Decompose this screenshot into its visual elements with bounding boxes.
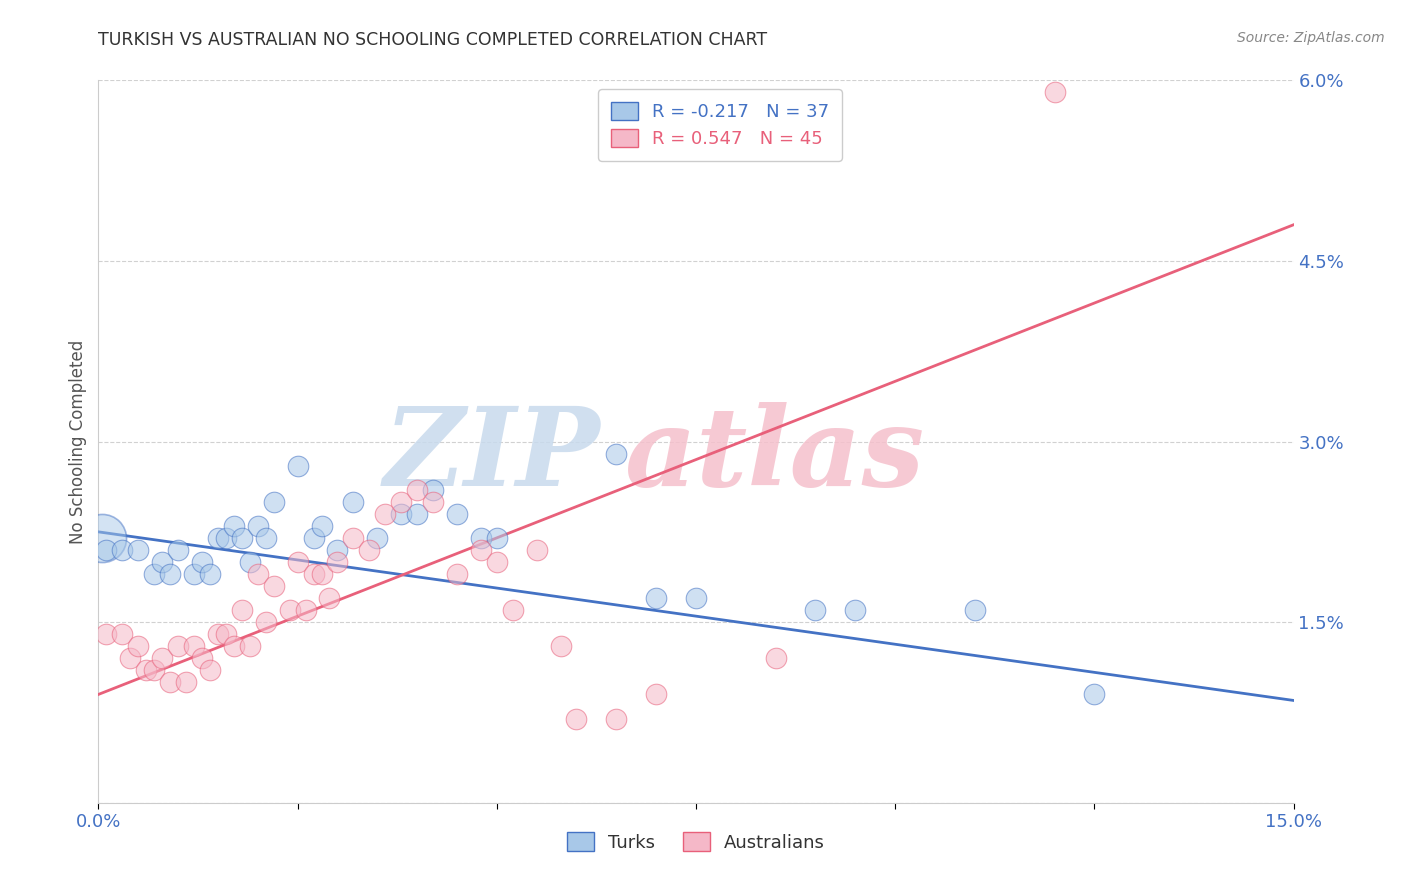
Point: [239, 555, 262, 569]
Point: [406, 483, 429, 497]
Point: [406, 507, 429, 521]
Point: [446, 567, 468, 582]
Point: [605, 446, 627, 460]
Point: [246, 567, 269, 582]
Text: atlas: atlas: [624, 402, 925, 509]
Point: [222, 518, 245, 533]
Point: [254, 531, 277, 545]
Point: [96, 542, 118, 557]
Point: [342, 494, 364, 508]
Point: [1083, 687, 1105, 701]
Point: [246, 518, 269, 533]
Point: [159, 567, 181, 582]
Point: [422, 494, 444, 508]
Point: [191, 651, 214, 665]
Point: [342, 531, 364, 545]
Point: [135, 664, 157, 678]
Point: [198, 567, 221, 582]
Point: [302, 567, 325, 582]
Point: [963, 603, 986, 617]
Point: [311, 518, 333, 533]
Legend: Turks, Australians: Turks, Australians: [560, 825, 832, 859]
Point: [446, 507, 468, 521]
Point: [183, 639, 205, 653]
Point: [502, 603, 524, 617]
Point: [207, 627, 229, 641]
Point: [765, 651, 787, 665]
Point: [470, 542, 492, 557]
Point: [207, 531, 229, 545]
Point: [326, 542, 349, 557]
Point: [366, 531, 388, 545]
Point: [231, 531, 253, 545]
Point: [254, 615, 277, 630]
Point: [111, 542, 134, 557]
Point: [422, 483, 444, 497]
Point: [143, 567, 166, 582]
Point: [167, 542, 190, 557]
Point: [605, 712, 627, 726]
Text: Source: ZipAtlas.com: Source: ZipAtlas.com: [1237, 31, 1385, 45]
Text: TURKISH VS AUSTRALIAN NO SCHOOLING COMPLETED CORRELATION CHART: TURKISH VS AUSTRALIAN NO SCHOOLING COMPL…: [98, 31, 768, 49]
Point: [183, 567, 205, 582]
Point: [302, 531, 325, 545]
Point: [485, 555, 508, 569]
Point: [526, 542, 548, 557]
Point: [565, 712, 588, 726]
Point: [96, 627, 118, 641]
Point: [1043, 86, 1066, 100]
Point: [231, 603, 253, 617]
Point: [287, 555, 309, 569]
Point: [143, 664, 166, 678]
Point: [645, 687, 668, 701]
Point: [198, 664, 221, 678]
Point: [294, 603, 316, 617]
Point: [91, 531, 114, 545]
Point: [685, 591, 707, 605]
Point: [359, 542, 381, 557]
Point: [120, 651, 142, 665]
Point: [485, 531, 508, 545]
Point: [215, 531, 238, 545]
Point: [191, 555, 214, 569]
Point: [159, 675, 181, 690]
Point: [804, 603, 827, 617]
Point: [111, 627, 134, 641]
Point: [374, 507, 396, 521]
Point: [263, 579, 285, 593]
Point: [222, 639, 245, 653]
Point: [287, 458, 309, 473]
Point: [318, 591, 340, 605]
Point: [174, 675, 197, 690]
Point: [389, 494, 412, 508]
Point: [389, 507, 412, 521]
Text: ZIP: ZIP: [384, 402, 600, 509]
Point: [326, 555, 349, 569]
Point: [150, 555, 173, 569]
Point: [311, 567, 333, 582]
Point: [215, 627, 238, 641]
Point: [645, 591, 668, 605]
Point: [127, 639, 149, 653]
Point: [263, 494, 285, 508]
Point: [844, 603, 866, 617]
Point: [278, 603, 301, 617]
Point: [239, 639, 262, 653]
Point: [150, 651, 173, 665]
Point: [167, 639, 190, 653]
Point: [550, 639, 572, 653]
Point: [470, 531, 492, 545]
Y-axis label: No Schooling Completed: No Schooling Completed: [69, 340, 87, 543]
Point: [127, 542, 149, 557]
